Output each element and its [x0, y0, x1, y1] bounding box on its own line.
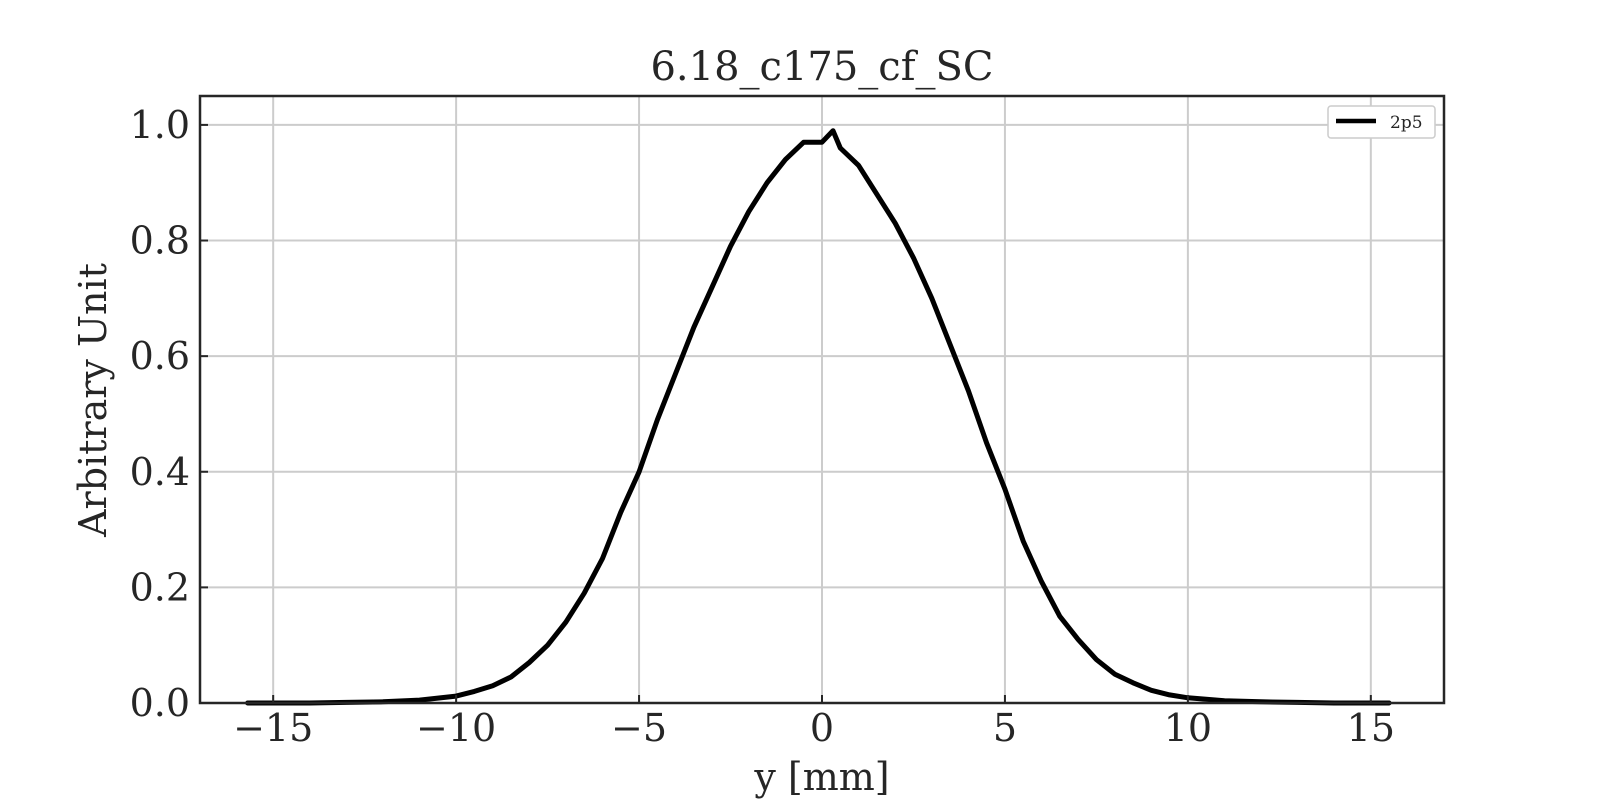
x-tick-label: 10 — [1164, 706, 1212, 750]
y-tick-label: 0.8 — [130, 219, 190, 263]
chart-title: 6.18_c175_cf_SC — [650, 44, 993, 90]
y-tick-labels: 0.0 0.2 0.4 0.6 0.8 1.0 — [130, 103, 190, 725]
x-tick-label: −15 — [233, 706, 313, 750]
y-tick-label: 0.0 — [130, 681, 190, 725]
y-tick-label: 0.4 — [130, 450, 190, 494]
ticks — [200, 123, 1372, 704]
y-tick-label: 0.2 — [130, 565, 190, 609]
x-tick-label: −10 — [416, 706, 496, 750]
y-tick-label: 0.6 — [130, 334, 190, 378]
grid — [200, 96, 1444, 704]
x-tick-labels: −15 −10 −5 0 5 10 15 — [233, 706, 1395, 750]
x-tick-label: −5 — [611, 706, 667, 750]
y-axis-label: Arbitrary Unit — [71, 263, 115, 538]
legend-box — [1327, 105, 1436, 139]
legend: 2p5 — [1327, 105, 1436, 139]
y-tick-label: 1.0 — [130, 103, 190, 147]
x-tick-label: 0 — [810, 706, 834, 750]
x-tick-label: 5 — [993, 706, 1017, 750]
legend-label: 2p5 — [1390, 113, 1423, 133]
x-axis-label: y [mm] — [753, 755, 889, 799]
series-layer — [245, 128, 1392, 706]
x-tick-label: 15 — [1347, 706, 1395, 750]
series-line-2p5 — [245, 128, 1392, 706]
